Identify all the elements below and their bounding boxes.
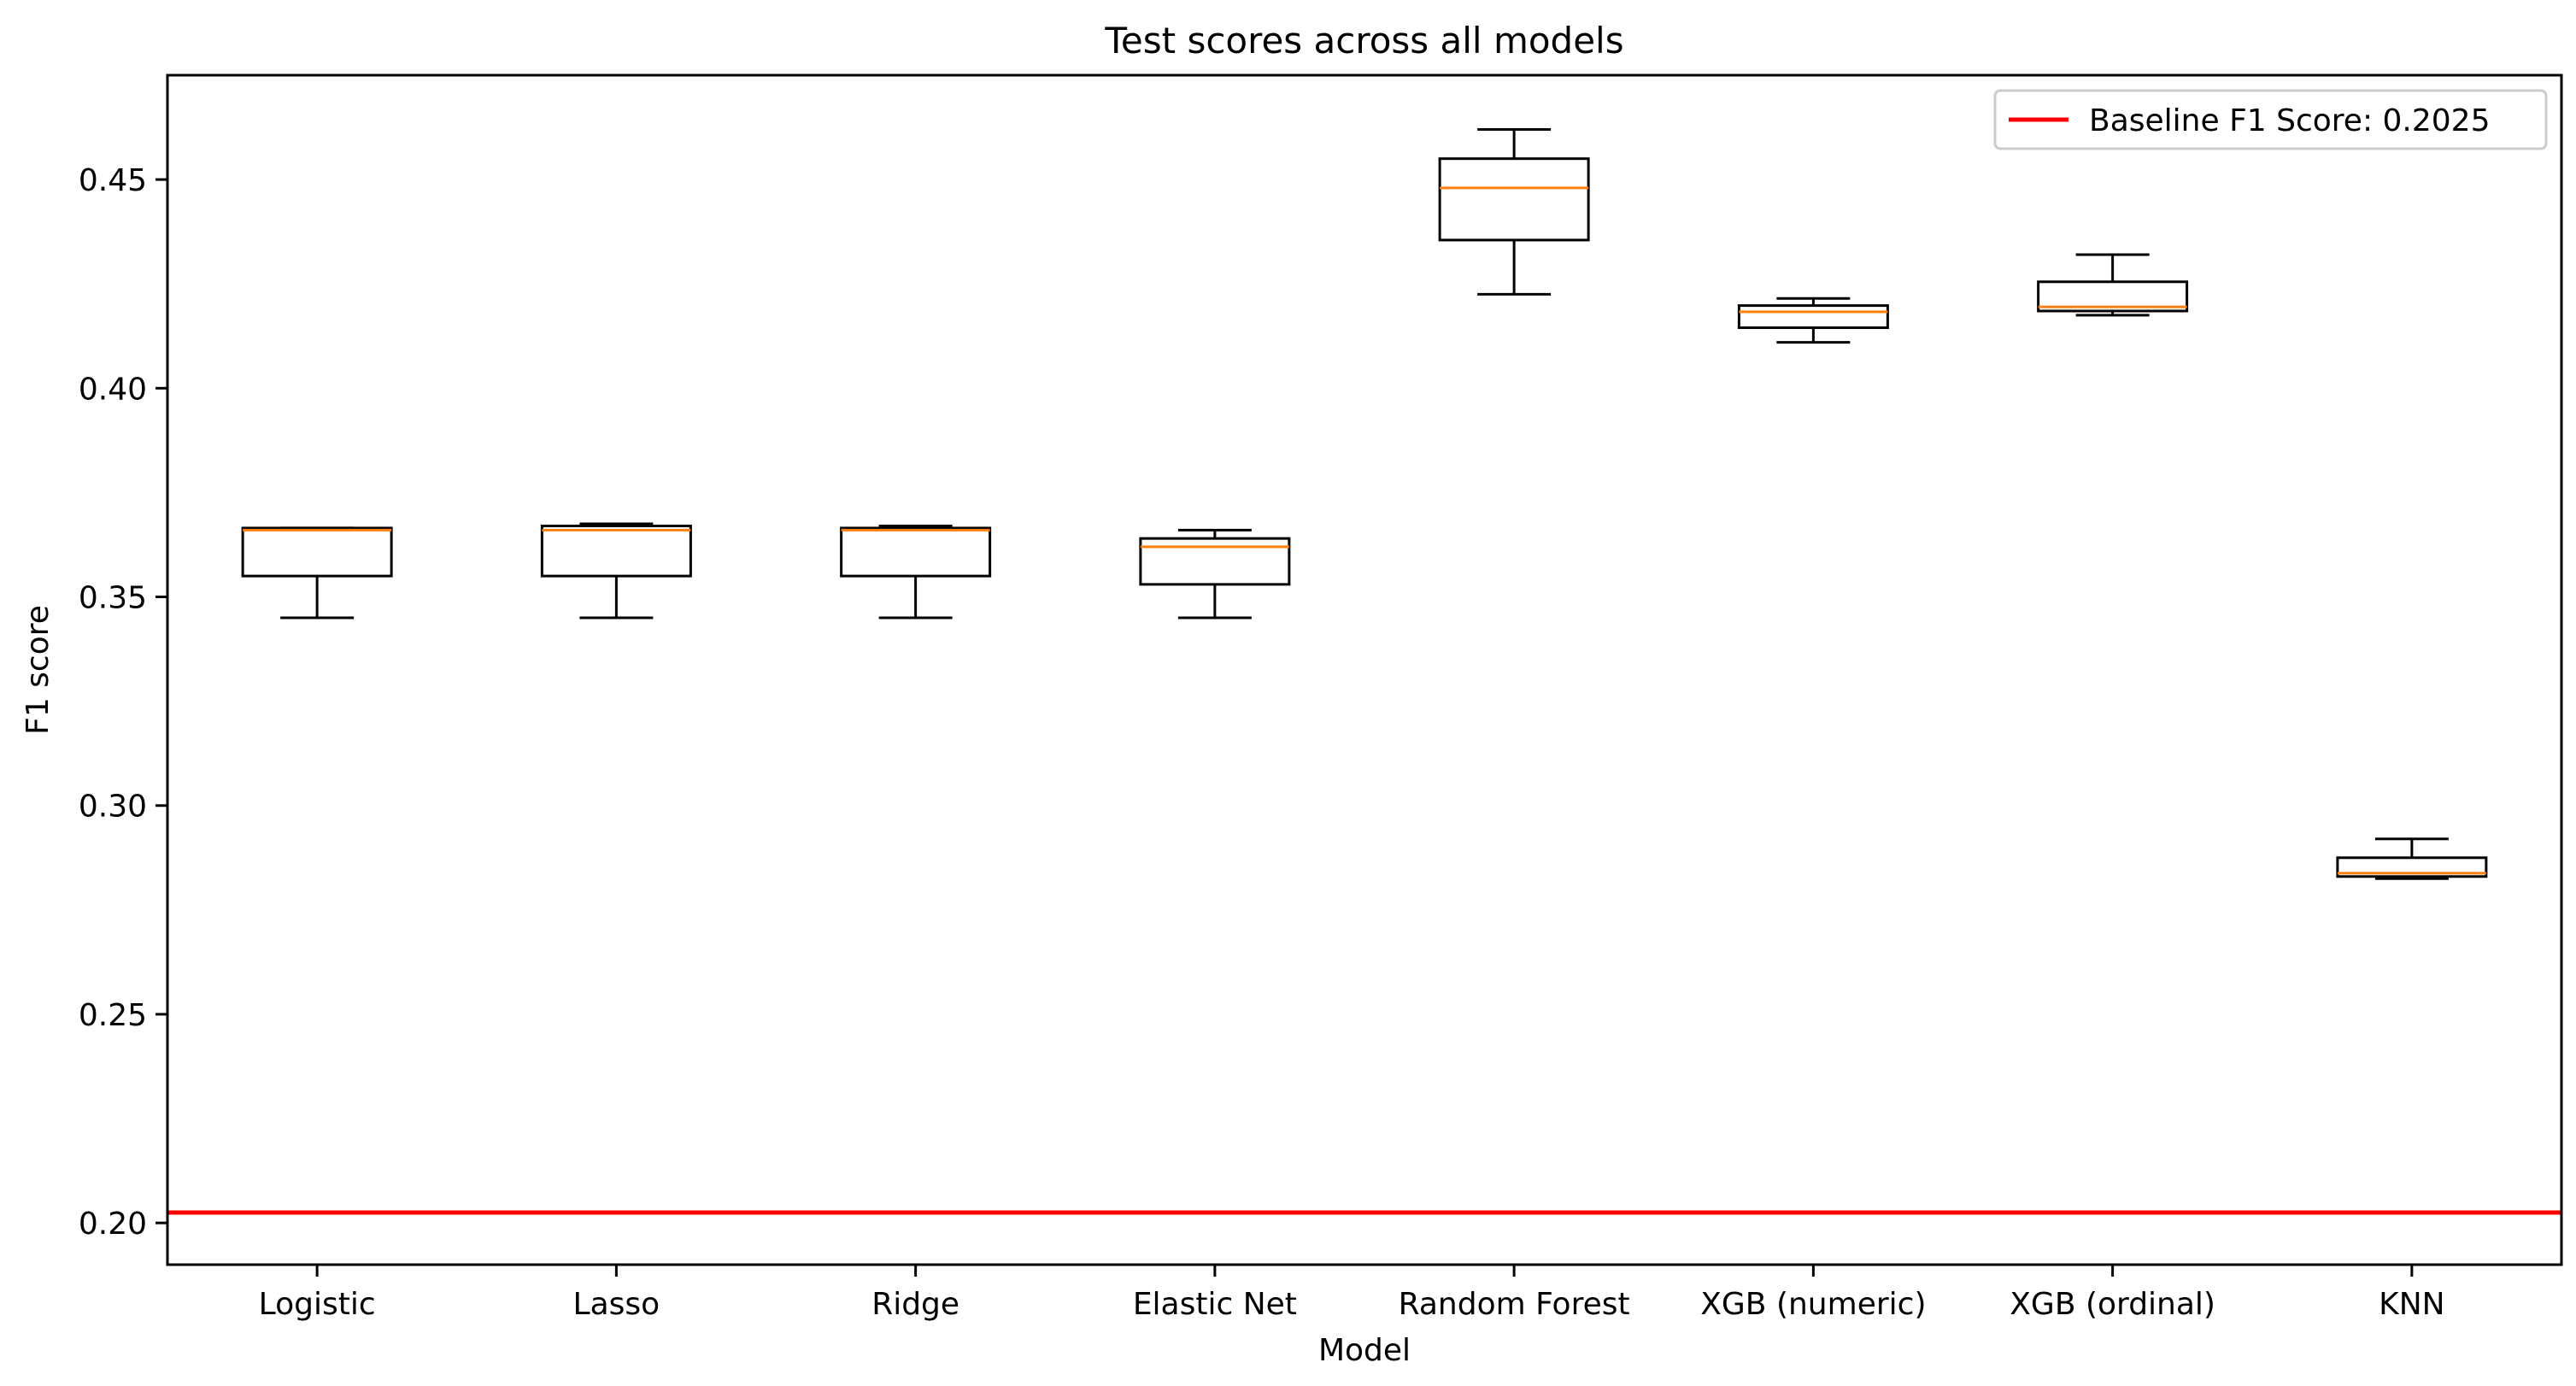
x-tick-label: XGB (numeric) — [1700, 1287, 1926, 1322]
box-iqr — [1438, 157, 1590, 242]
box-group — [1737, 297, 1889, 344]
box-group — [540, 522, 692, 620]
legend: Baseline F1 Score: 0.2025 — [1993, 89, 2548, 150]
legend-label: Baseline F1 Score: 0.2025 — [2089, 103, 2491, 138]
x-tick-label: Logistic — [259, 1287, 376, 1322]
y-tick-label: 0.35 — [79, 581, 147, 616]
box-iqr — [1139, 537, 1291, 586]
box-group — [241, 526, 393, 620]
box-iqr — [540, 524, 692, 578]
box-group — [1139, 528, 1291, 620]
y-tick-label: 0.20 — [79, 1207, 147, 1242]
x-tick-label: KNN — [2379, 1287, 2444, 1322]
box-group — [1438, 127, 1590, 296]
chart-title: Test scores across all models — [1104, 20, 1623, 62]
y-axis-label: F1 score — [21, 605, 56, 735]
y-tick-label: 0.40 — [79, 372, 147, 407]
box-group — [2037, 253, 2189, 317]
plot-layer: 0.20 0.25 0.30 0.35 0.40 0.45 Logistic Lasso Rid… — [79, 127, 2561, 1322]
box-iqr — [241, 526, 393, 578]
y-tick-label: 0.25 — [79, 998, 147, 1033]
x-tick-label: Ridge — [871, 1287, 959, 1322]
box-iqr — [2037, 280, 2189, 313]
plot-frame — [166, 73, 2563, 1266]
box-iqr — [1737, 304, 1889, 329]
y-tick-label: 0.30 — [79, 790, 147, 825]
box-group — [840, 524, 992, 620]
box-iqr — [840, 526, 992, 578]
y-tick-label: 0.45 — [79, 163, 147, 198]
x-axis-label: Model — [1318, 1333, 1411, 1368]
box-group — [2336, 837, 2488, 880]
x-tick-label: Random Forest — [1399, 1287, 1630, 1322]
box-iqr — [2336, 856, 2488, 878]
x-tick-label: XGB (ordinal) — [2010, 1287, 2215, 1322]
x-tick-label: Lasso — [573, 1287, 660, 1322]
x-tick-label: Elastic Net — [1133, 1287, 1297, 1322]
legend-box — [1993, 89, 2548, 150]
